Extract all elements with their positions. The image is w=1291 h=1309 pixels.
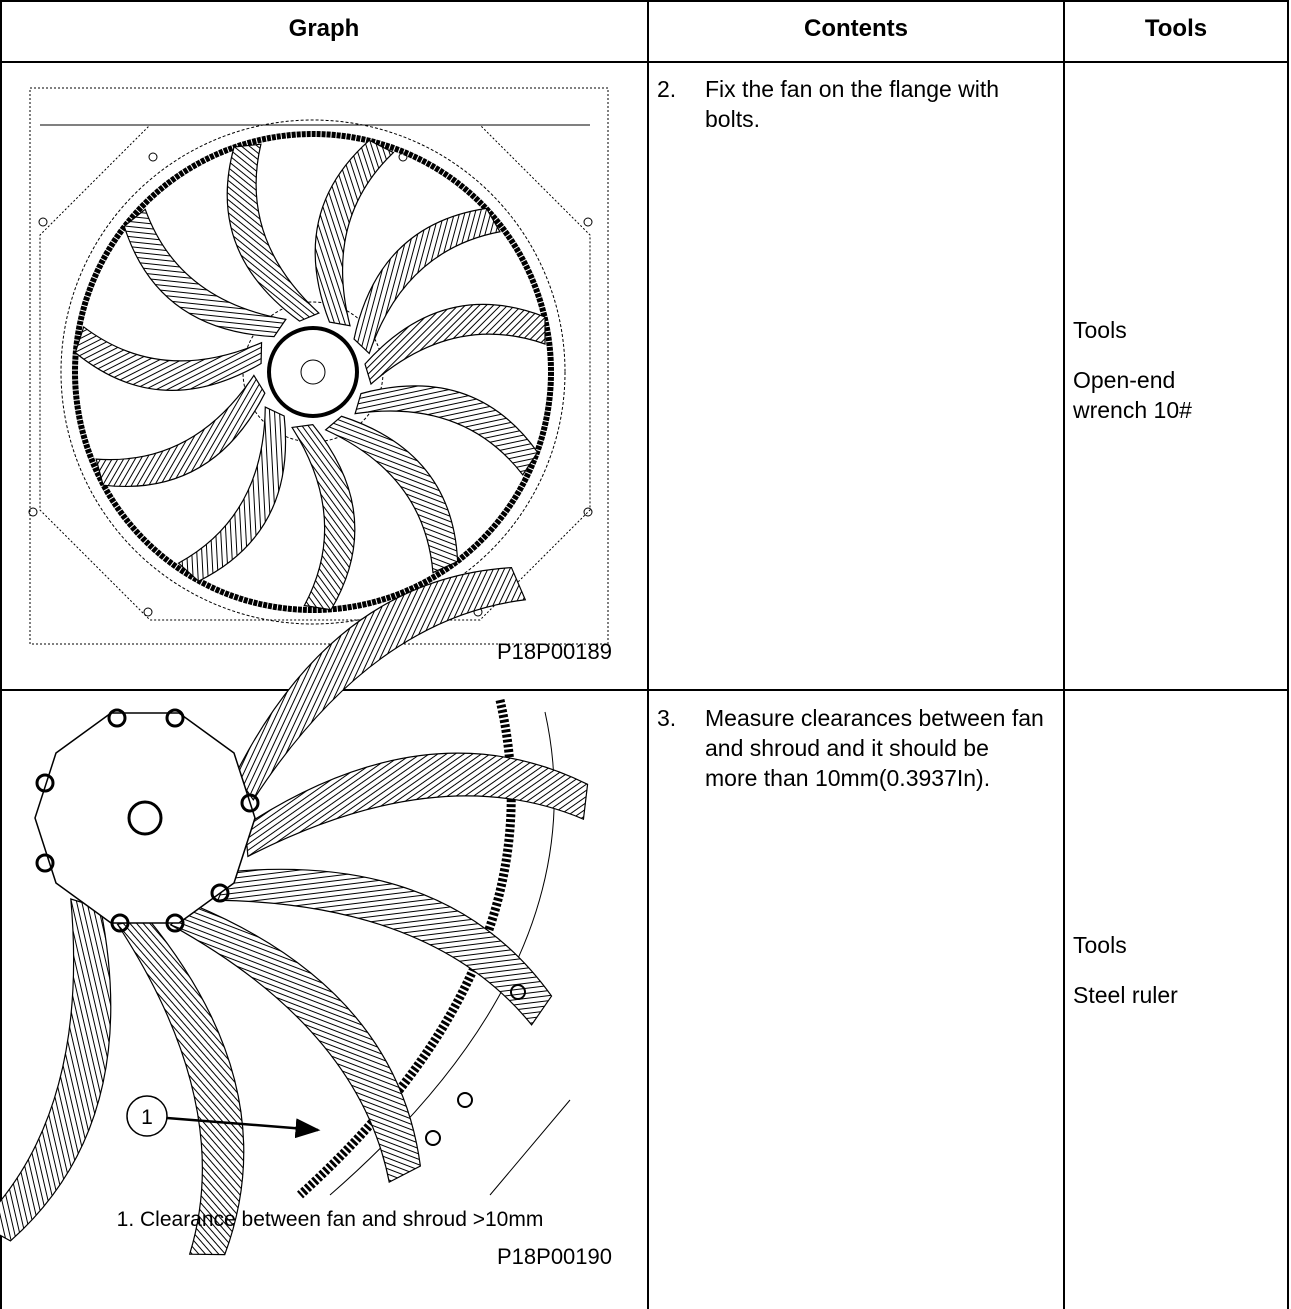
fan-closeup	[0, 554, 593, 1259]
header-cell: Tools	[1144, 15, 1208, 42]
border	[0, 0, 2, 1309]
border	[0, 61, 1289, 63]
step-number: 3.	[657, 705, 677, 731]
border	[1063, 0, 1065, 1309]
callout: 1	[141, 1106, 153, 1129]
header-cell: Contents	[804, 15, 908, 42]
tools-heading: Tools	[1073, 932, 1127, 958]
header-cell: Graph	[288, 15, 360, 42]
border	[0, 0, 1289, 2]
step-content: Fix the fan on the flange with bolts.	[705, 76, 1000, 132]
image-label: P18P00190	[497, 1244, 612, 1269]
tools: Steel ruler	[1073, 982, 1178, 1008]
image-label: P18P00189	[497, 639, 612, 664]
border	[0, 689, 1289, 691]
caption: 1. Clearance between fan and shroud >10m…	[116, 1208, 544, 1231]
border	[647, 0, 649, 1309]
illustrations: 1	[0, 87, 609, 1259]
fan-drawing	[28, 119, 593, 625]
tools: Open-end wrench 10#	[1073, 367, 1192, 423]
fan-drawing	[29, 87, 609, 645]
step-content: Measure clearances between fan and shrou…	[705, 705, 1044, 791]
border	[1287, 0, 1289, 1309]
step-number: 2.	[657, 76, 677, 102]
tools-heading: Tools	[1073, 317, 1127, 343]
